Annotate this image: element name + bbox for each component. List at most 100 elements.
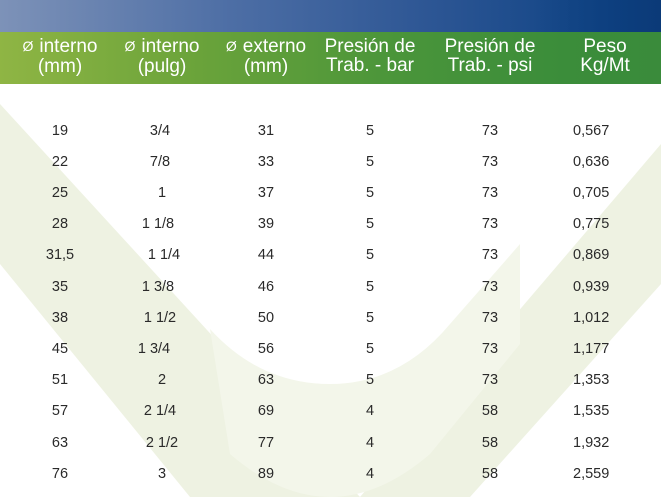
- cell-interno-pulg: 7/8: [149, 154, 171, 170]
- cell-interno-pulg: 3/4: [149, 123, 171, 139]
- cell-presion-psi: 58: [481, 466, 499, 482]
- cell-peso: 0,869: [573, 247, 610, 263]
- table-row: 51 2 63 5 73 1,353: [0, 365, 661, 396]
- table-header-band: [0, 32, 661, 84]
- cell-presion-bar: 5: [365, 310, 375, 326]
- hdr-externo-mm-line2: (mm): [243, 56, 289, 77]
- header-label: Peso: [583, 36, 627, 57]
- cell-interno-mm: 38: [51, 310, 69, 326]
- cell-peso: 0,775: [573, 216, 610, 232]
- cell-interno-pulg: 2 1/2: [145, 435, 179, 451]
- cell-presion-psi: 73: [481, 154, 499, 170]
- cell-interno-mm: 63: [51, 435, 69, 451]
- cell-peso: 0,636: [573, 154, 610, 170]
- cell-presion-bar: 5: [365, 247, 375, 263]
- cell-externo-mm: 102: [211, 490, 321, 497]
- cell-peso: 2,559: [573, 466, 610, 482]
- cell-presion-bar: 5: [365, 185, 375, 201]
- cell-peso: 3,292: [573, 490, 653, 497]
- diameter-symbol: Ø: [22, 38, 34, 54]
- cell-presion-bar: 4: [365, 403, 375, 419]
- hdr-presion-psi: Presión de Trab. - psi: [430, 37, 550, 75]
- cell-interno-pulg: 3: [157, 466, 167, 482]
- cell-peso: 1,177: [573, 341, 610, 357]
- cell-presion-bar: 5: [365, 216, 375, 232]
- background-chevron-graphic: [0, 104, 661, 497]
- cell-presion-psi: 58: [430, 490, 550, 497]
- cell-interno-mm: 28: [51, 216, 69, 232]
- table-row: 903 1/2102458 3,292: [0, 490, 661, 497]
- cell-interno-pulg: 3 1/2: [107, 490, 217, 497]
- header-label: interno: [39, 36, 98, 57]
- cell-interno-pulg: 1 3/4: [137, 341, 171, 357]
- hdr-interno-mm-line2: (mm): [37, 56, 83, 77]
- hdr-peso: Peso Kg/Mt: [555, 37, 655, 75]
- cell-presion-psi: 73: [481, 279, 499, 295]
- cell-peso: 0,939: [573, 279, 610, 295]
- table-row: 57 2 1/4 69 4 58 1,535: [0, 396, 661, 427]
- cell-peso: 1,535: [573, 403, 610, 419]
- hdr-presion-bar-line2: Trab. - bar: [326, 55, 414, 76]
- cell-externo-mm: 39: [257, 216, 275, 232]
- cell-presion-psi: 73: [481, 341, 499, 357]
- table-row: 25 1 37 5 73 0,705: [0, 178, 661, 209]
- table-row: 45 1 3/4 56 5 73 1,177: [0, 334, 661, 365]
- cell-interno-mm: 57: [51, 403, 69, 419]
- table-row: 35 1 3/8 46 5 73 0,939: [0, 272, 661, 303]
- hdr-peso-line1: Peso: [555, 37, 655, 56]
- header-label: Presión de: [324, 36, 416, 57]
- table-row: 38 1 1/2 50 5 73 1,012: [0, 303, 661, 334]
- diameter-symbol: Ø: [225, 38, 237, 54]
- cell-externo-mm: 50: [257, 310, 275, 326]
- hdr-presion-psi-line2: Trab. - psi: [447, 55, 533, 76]
- cell-interno-pulg: 1 3/8: [141, 279, 175, 295]
- cell-interno-mm: 45: [51, 341, 69, 357]
- cell-interno-pulg: 2: [157, 372, 167, 388]
- cell-externo-mm: 63: [257, 372, 275, 388]
- header-label: Presión de: [444, 36, 536, 57]
- table-row: 22 7/8 33 5 73 0,636: [0, 147, 661, 178]
- cell-presion-bar: 4: [365, 466, 375, 482]
- cell-presion-psi: 58: [481, 435, 499, 451]
- cell-presion-psi: 58: [481, 403, 499, 419]
- table-row: 28 1 1/8 39 5 73 0,775: [0, 209, 661, 240]
- cell-presion-bar: 5: [365, 372, 375, 388]
- cell-presion-psi: 73: [481, 185, 499, 201]
- hdr-peso-line2: Kg/Mt: [580, 55, 630, 76]
- cell-externo-mm: 37: [257, 185, 275, 201]
- cell-externo-mm: 44: [257, 247, 275, 263]
- cell-presion-bar: 5: [365, 279, 375, 295]
- cell-peso: 0,705: [573, 185, 610, 201]
- cell-peso: 1,932: [573, 435, 610, 451]
- cell-presion-psi: 73: [481, 310, 499, 326]
- cell-peso: 0,567: [573, 123, 610, 139]
- cell-interno-mm: 19: [51, 123, 69, 139]
- chevron-bottom: [210, 244, 520, 497]
- cell-externo-mm: 69: [257, 403, 275, 419]
- table-row: 31,5 1 1/4 44 5 73 0,869: [0, 240, 661, 271]
- cell-interno-pulg: 1 1/4: [147, 247, 181, 263]
- cell-interno-mm: 51: [51, 372, 69, 388]
- cell-presion-psi: 73: [481, 372, 499, 388]
- cell-externo-mm: 77: [257, 435, 275, 451]
- cell-externo-mm: 56: [257, 341, 275, 357]
- cell-interno-pulg: 1: [157, 185, 167, 201]
- table-row: 63 2 1/2 77 4 58 1,932: [0, 428, 661, 459]
- cell-presion-bar: 5: [365, 154, 375, 170]
- cell-presion-bar: 4: [365, 435, 375, 451]
- cell-presion-psi: 73: [481, 247, 499, 263]
- cell-interno-mm: 31,5: [45, 247, 75, 263]
- cell-interno-pulg: 2 1/4: [143, 403, 177, 419]
- cell-presion-psi: 73: [481, 123, 499, 139]
- hdr-presion-psi-line1: Presión de: [430, 37, 550, 56]
- table-row: 76 3 89 4 58 2,559: [0, 459, 661, 490]
- hdr-presion-bar: Presión de Trab. - bar: [310, 37, 430, 75]
- cell-interno-mm: 90: [5, 490, 115, 497]
- cell-externo-mm: 46: [257, 279, 275, 295]
